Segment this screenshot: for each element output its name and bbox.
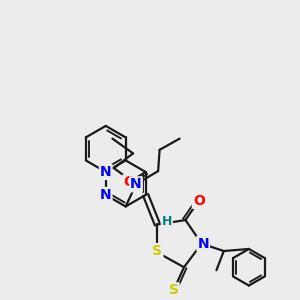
Text: N: N (197, 237, 209, 250)
Text: O: O (193, 194, 205, 208)
Text: N: N (130, 177, 142, 191)
Text: N: N (100, 188, 112, 202)
Text: O: O (123, 175, 135, 189)
Text: S: S (169, 283, 178, 297)
Text: N: N (100, 165, 112, 179)
Text: S: S (152, 244, 162, 258)
Text: H: H (162, 215, 172, 228)
